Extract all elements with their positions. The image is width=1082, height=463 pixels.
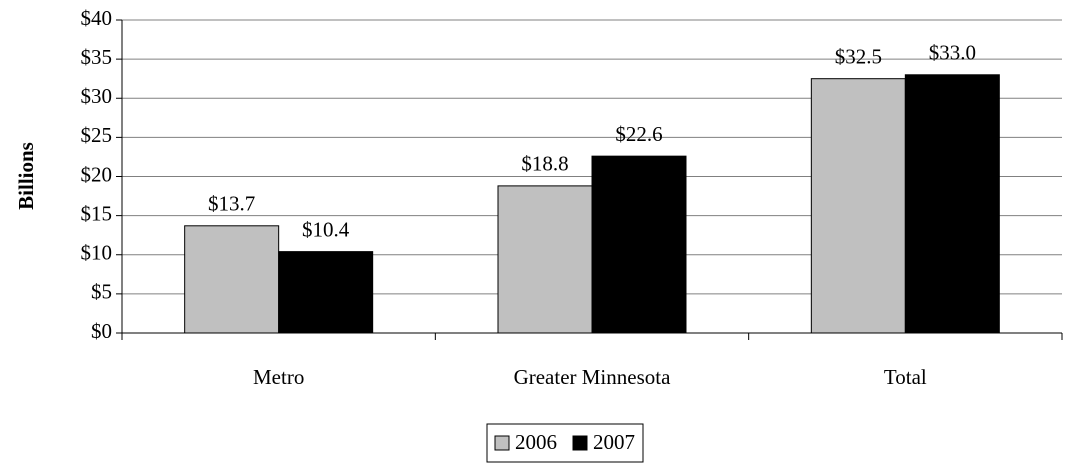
x-tick-label: Metro: [253, 365, 304, 389]
y-tick-label: $30: [81, 84, 113, 108]
y-tick-label: $20: [81, 162, 113, 186]
legend-label: 2007: [593, 430, 635, 454]
value-label: $22.6: [615, 122, 662, 146]
value-label: $33.0: [929, 41, 976, 65]
y-tick-label: $35: [81, 45, 113, 69]
bar: [591, 155, 687, 334]
legend-label: 2006: [515, 430, 557, 454]
bar: [904, 74, 1000, 334]
y-axis-label: Billions: [14, 142, 38, 210]
value-label: $13.7: [208, 192, 255, 216]
y-tick-label: $15: [81, 201, 113, 225]
bar: [184, 225, 280, 334]
value-label: $32.5: [835, 45, 882, 69]
y-tick-label: $10: [81, 241, 113, 265]
legend: [486, 423, 644, 463]
y-tick-label: $0: [91, 319, 112, 343]
x-tick-label: Total: [884, 365, 927, 389]
bar: [497, 185, 593, 334]
legend-swatch: [572, 435, 588, 451]
y-tick-label: $40: [81, 6, 113, 30]
legend-swatch: [494, 435, 510, 451]
bar: [278, 251, 374, 334]
x-tick-label: Greater Minnesota: [514, 365, 672, 389]
y-tick-label: $25: [81, 123, 113, 147]
y-tick-label: $5: [91, 280, 112, 304]
value-label: $10.4: [302, 217, 350, 241]
value-label: $18.8: [521, 152, 568, 176]
bar: [810, 78, 906, 334]
